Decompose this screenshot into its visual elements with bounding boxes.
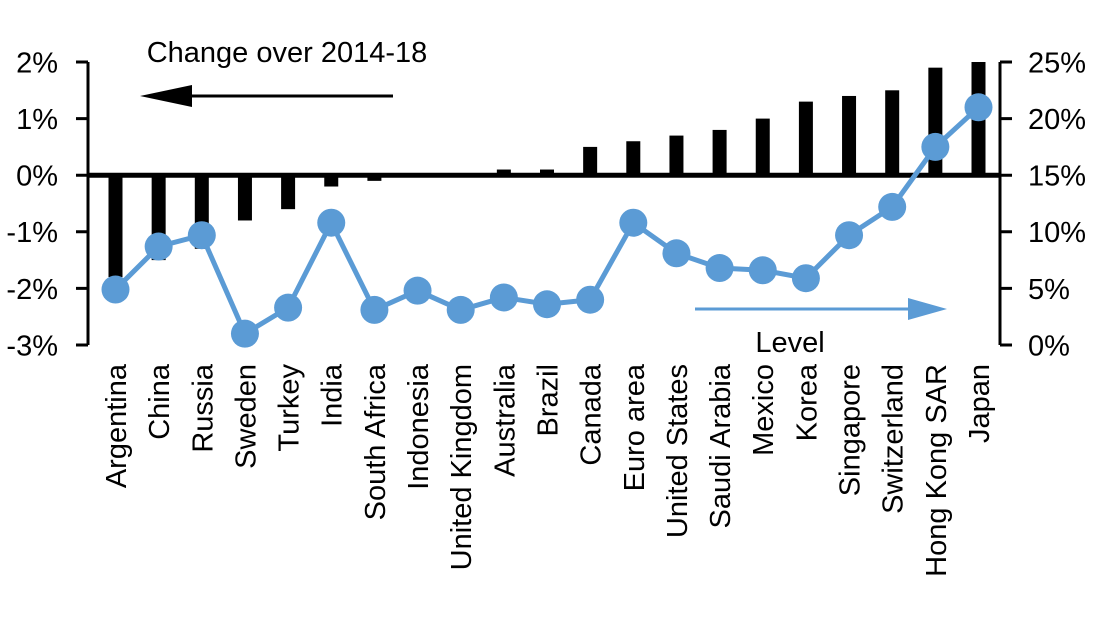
xlabel-canada: Canada: [576, 363, 608, 465]
xlabel-switzerland: Switzerland: [878, 364, 910, 514]
bar-saudi-arabia: [712, 129, 727, 176]
bar-brazil: [540, 169, 554, 176]
dot-switzerland: [878, 192, 907, 221]
bar-india: [324, 175, 339, 187]
left-arrow: [140, 85, 393, 107]
xlabel-saudi-arabia: Saudi Arabia: [705, 363, 737, 528]
bar-canada: [583, 146, 598, 176]
bar-euro-area: [626, 141, 641, 176]
dot-united-states: [662, 239, 691, 268]
xlabel-china: China: [144, 363, 176, 440]
dot-turkey: [274, 293, 303, 322]
xlabel-singapore: Singapore: [834, 364, 866, 496]
dot-australia: [489, 283, 518, 312]
bar-south-africa: [367, 175, 382, 181]
line-series: [101, 93, 993, 348]
bar-switzerland: [885, 90, 900, 176]
xlabel-united-kingdom: United Kingdom: [446, 364, 478, 570]
dot-argentina: [101, 275, 130, 304]
dot-saudi-arabia: [705, 254, 734, 283]
xlabel-hong-kong-sar: Hong Kong SAR: [921, 364, 953, 577]
dot-canada: [576, 285, 605, 314]
dot-mexico: [748, 256, 777, 285]
bar-turkey: [281, 175, 296, 210]
xlabel-argentina: Argentina: [101, 363, 133, 488]
dot-sweden: [230, 319, 259, 348]
dot-united-kingdom: [446, 295, 475, 324]
dot-singapore: [835, 221, 864, 250]
xlabel-brazil: Brazil: [532, 364, 564, 437]
axes: [76, 60, 1012, 347]
left-tick--2-: -2%: [6, 274, 58, 306]
xlabel-russia: Russia: [187, 363, 219, 453]
xlabel-japan: Japan: [964, 364, 996, 443]
x-axis-labels: Argentina China Russia Sweden Turkey India Sou…: [101, 363, 996, 577]
right-axis: [998, 60, 1012, 347]
left-tick--1-: -1%: [6, 217, 58, 249]
xlabel-turkey: Turkey: [274, 364, 306, 452]
right-tick-0-: 0%: [1028, 330, 1070, 362]
left-tick-0-: 0%: [16, 161, 58, 193]
left-tick-1-: 1%: [16, 104, 58, 136]
right-tick-10-: 10%: [1028, 217, 1086, 249]
left-axis: [76, 60, 90, 347]
xlabel-sweden: Sweden: [230, 364, 262, 469]
bar-mexico: [755, 118, 770, 176]
bar-australia: [496, 169, 511, 176]
right-tick-15-: 15%: [1028, 161, 1086, 193]
xlabel-united-states: United States: [662, 364, 694, 538]
xlabel-indonesia: Indonesia: [403, 363, 435, 490]
bar-united-states: [669, 135, 684, 176]
dot-china: [144, 232, 173, 261]
dot-japan: [964, 93, 993, 122]
dot-brazil: [533, 290, 561, 319]
left-tick-2-: 2%: [16, 47, 58, 79]
dot-india: [317, 208, 346, 237]
xlabel-euro-area: Euro area: [619, 363, 651, 491]
right-arrow-head-icon: [908, 298, 947, 320]
dot-hong-kong-sar: [921, 132, 950, 161]
left-tick--3-: -3%: [6, 330, 58, 362]
dot-russia: [187, 221, 216, 250]
bar-argentina: [108, 175, 123, 278]
dot-euro-area: [619, 208, 648, 237]
xlabel-india: India: [317, 363, 349, 427]
bar-sweden: [237, 175, 252, 221]
right-tick-20-: 20%: [1028, 104, 1086, 136]
bar-singapore: [842, 95, 857, 176]
xlabel-australia: Australia: [489, 363, 521, 477]
right-tick-25-: 25%: [1028, 47, 1086, 79]
bar-series-annotation-label: Change over 2014-18: [147, 37, 428, 69]
axis-tick-labels: 2% 1% 0% -1% -2% -3% 25% 20% 15% 10% 5% 0%: [6, 47, 1086, 362]
xlabel-south-africa: South Africa: [360, 363, 392, 520]
right-arrow: [695, 298, 947, 320]
right-tick-5-: 5%: [1028, 274, 1070, 306]
line-series-annotation-label: Level: [755, 327, 824, 359]
dot-indonesia: [403, 276, 432, 305]
bar-korea: [798, 101, 813, 176]
xlabel-korea: Korea: [791, 363, 823, 441]
left-arrow-head-icon: [140, 85, 192, 107]
xlabel-mexico: Mexico: [748, 364, 780, 456]
dot-south-africa: [360, 295, 389, 324]
dot-korea: [791, 264, 820, 293]
